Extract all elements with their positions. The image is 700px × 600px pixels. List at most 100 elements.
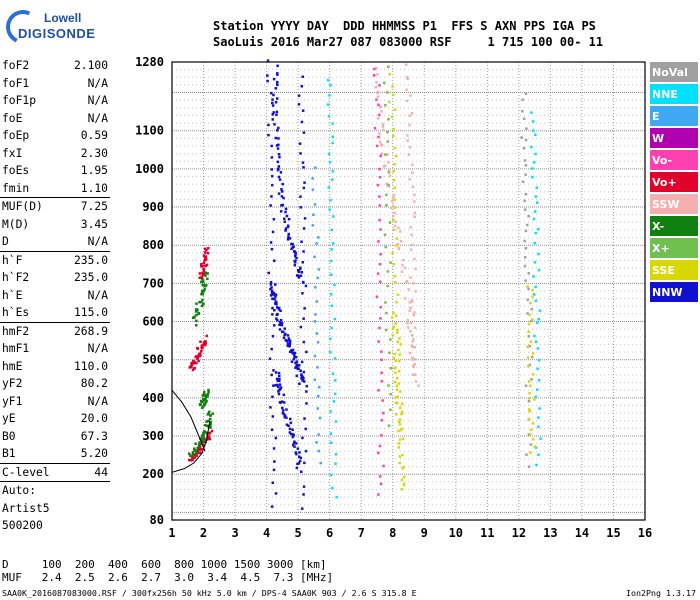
echo-point xyxy=(198,276,201,279)
echo-point xyxy=(382,464,385,468)
echo-point xyxy=(398,337,401,340)
echo-point xyxy=(392,93,395,97)
echo-point xyxy=(524,247,528,250)
echo-point xyxy=(206,277,209,281)
echo-point xyxy=(285,214,289,218)
echo-point xyxy=(277,137,280,140)
echo-point xyxy=(269,406,272,409)
y-tick-label: 300 xyxy=(142,429,164,443)
echo-point xyxy=(537,416,540,419)
echo-point xyxy=(316,341,320,344)
echo-point xyxy=(284,210,287,214)
echo-point xyxy=(528,313,531,317)
echo-point xyxy=(328,208,331,211)
echo-point xyxy=(396,377,399,380)
echo-point xyxy=(291,435,295,439)
echo-point xyxy=(293,355,296,359)
echo-point xyxy=(201,400,204,404)
echo-point xyxy=(203,429,206,433)
echo-point xyxy=(378,132,381,135)
echo-point xyxy=(210,429,214,433)
echo-point xyxy=(272,218,276,221)
echo-point xyxy=(300,470,303,473)
param-name: D xyxy=(2,235,9,248)
echo-point xyxy=(379,253,382,256)
echo-point xyxy=(202,302,205,305)
echo-point xyxy=(395,244,398,247)
echo-point xyxy=(286,334,290,337)
echo-point xyxy=(379,154,382,158)
echo-point xyxy=(535,186,538,189)
echo-point xyxy=(527,380,531,383)
echo-point xyxy=(531,318,534,321)
echo-point xyxy=(411,373,415,376)
echo-point xyxy=(290,242,293,246)
echo-point xyxy=(202,341,206,345)
echo-point xyxy=(331,135,335,138)
echo-point xyxy=(375,98,378,101)
echo-point xyxy=(269,241,273,244)
echo-point xyxy=(203,397,207,401)
echo-point xyxy=(380,434,383,437)
echo-point xyxy=(272,384,275,387)
echo-point xyxy=(534,299,538,303)
y-tick-label: 80 xyxy=(150,513,164,527)
legend-swatch xyxy=(650,216,698,236)
echo-point xyxy=(300,271,304,274)
echo-point xyxy=(377,493,380,496)
echo-point xyxy=(391,204,395,208)
echo-point xyxy=(202,254,206,257)
echo-point xyxy=(195,346,199,350)
echo-point xyxy=(207,419,211,422)
param-value: 80.2 xyxy=(80,377,108,390)
param-value: 235.0 xyxy=(73,253,108,267)
echo-point xyxy=(405,88,408,92)
echo-trace xyxy=(526,285,537,454)
echo-point xyxy=(533,161,536,164)
echo-point xyxy=(411,340,414,343)
echo-point xyxy=(203,264,206,267)
echo-point xyxy=(318,385,321,389)
echo-point xyxy=(334,392,337,396)
echo-point xyxy=(397,446,400,449)
echo-point xyxy=(208,431,212,435)
echo-point xyxy=(284,229,287,232)
echo-point xyxy=(199,352,202,355)
param-value: 20.0 xyxy=(80,412,108,425)
echo-point xyxy=(270,156,274,159)
param-row: MUF(D) 7.25 xyxy=(0,198,112,216)
echo-point xyxy=(527,418,531,421)
echo-point xyxy=(208,410,211,414)
echo-point xyxy=(270,247,274,251)
echo-point xyxy=(536,347,540,350)
echo-point xyxy=(526,356,530,359)
echo-point xyxy=(193,449,196,452)
echo-point xyxy=(300,373,303,376)
echo-point xyxy=(200,304,204,308)
echo-point xyxy=(392,357,396,360)
param-value: 5.20 xyxy=(80,447,108,460)
echo-point xyxy=(294,442,298,445)
echo-point xyxy=(283,327,286,330)
echo-point xyxy=(413,215,416,218)
autoscaling-info: Auto: xyxy=(2,484,37,497)
echo-point xyxy=(195,319,198,323)
echo-point xyxy=(269,204,272,207)
echo-point xyxy=(270,286,273,289)
echo-point xyxy=(300,120,304,124)
param-row: hmE 110.0 xyxy=(0,358,112,376)
echo-point xyxy=(191,368,195,372)
echo-point xyxy=(288,237,292,240)
echo-point xyxy=(393,352,396,356)
echo-point xyxy=(283,401,286,404)
echo-point xyxy=(277,165,281,168)
echo-point xyxy=(201,279,205,282)
echo-point xyxy=(378,204,382,207)
echo-point xyxy=(274,371,278,374)
echo-point xyxy=(396,293,400,296)
echo-point xyxy=(403,297,407,300)
echo-point xyxy=(398,390,402,393)
echo-point xyxy=(527,215,530,218)
echo-point xyxy=(287,217,291,221)
echo-trace xyxy=(188,334,208,372)
